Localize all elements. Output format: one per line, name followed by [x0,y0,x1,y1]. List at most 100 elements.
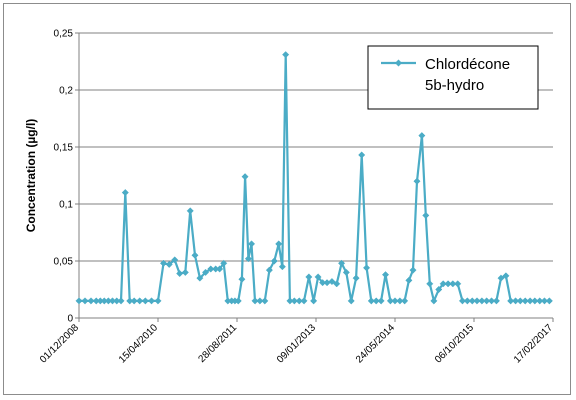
data-point [314,273,322,281]
y-tick-label: 0,25 [54,29,74,40]
data-point [540,297,549,305]
data-point [130,297,138,305]
data-point [377,297,385,305]
data-point [391,297,399,305]
data-point [478,297,486,305]
data-point [512,297,520,305]
data-point [516,297,524,305]
data-point [444,280,452,288]
data-point [463,297,471,305]
y-tick-labels: 0 0,05 0,1 0,15 0,2 0,25 [54,29,74,325]
data-point [328,277,336,286]
data-point [502,272,510,280]
data-point [449,280,457,288]
data-point [483,297,491,305]
data-point [261,297,269,305]
legend-label-line2: 5b-hydro [425,77,484,94]
data-point [435,285,443,294]
data-point [413,177,421,185]
data-point [256,297,264,305]
data-point [295,297,303,305]
x-tick-label: 24/05/2014 [354,322,397,365]
data-point [216,265,224,273]
data-point [282,51,290,59]
data-point [401,297,409,305]
x-tick-label: 17/02/2017 [512,322,555,365]
data-point [409,266,417,274]
data-point [454,280,462,288]
data-point [405,276,413,284]
data-point [323,279,331,287]
data-point [473,297,481,305]
data-point [278,263,286,271]
x-tick-labels: 01/12/2008 15/04/2010 28/08/2011 09/01/2013… [38,322,555,365]
data-point [531,297,539,305]
legend: Chlordécone 5b-hydro [367,45,539,110]
data-point [497,274,505,282]
data-point [426,280,434,288]
data-point [536,297,544,305]
x-tick-label: 06/10/2015 [433,322,476,365]
data-point [81,297,89,305]
y-tick-label: 0,2 [59,86,73,97]
data-point [300,297,308,305]
data-point [270,257,278,265]
y-tick-label: 0,05 [54,257,74,268]
data-point [347,297,355,305]
data-point [305,273,313,281]
data-point [363,264,371,272]
data-point [367,297,375,305]
data-point [238,275,246,283]
data-point [121,189,129,197]
data-point [196,274,204,282]
data-point [191,251,199,259]
legend-marker [395,59,402,67]
data-point [418,132,426,140]
data-point [265,266,273,274]
data-point [186,207,194,215]
x-tick-label: 15/04/2010 [117,322,160,365]
data-point [468,297,476,305]
data-point [207,265,215,273]
data-point [159,259,168,267]
data-point [372,297,380,305]
y-tick-label: 0 [67,314,73,325]
data-point [220,259,228,267]
data-point [247,240,256,248]
series-chlordecone [75,51,553,305]
data-point [526,297,534,305]
data-point [275,240,283,248]
data-point [171,256,179,264]
x-tick-label: 28/08/2011 [196,322,239,365]
data-point [507,297,515,305]
data-point [310,297,318,305]
data-point [176,269,184,278]
data-point [181,268,189,276]
data-point [545,297,553,305]
data-point [244,255,252,263]
y-tick-label: 0,15 [54,143,74,154]
data-point [87,297,95,305]
data-point [117,297,125,305]
data-point [75,297,83,305]
gridlines [79,32,553,262]
data-point [136,297,144,305]
data-point [381,271,390,279]
data-point [342,268,350,276]
data-point [147,297,156,305]
data-point [241,173,249,181]
data-point [492,297,500,305]
data-point [290,297,298,305]
data-point [234,297,242,305]
data-point [165,260,173,268]
data-point [439,280,447,288]
legend-box [367,45,539,110]
data-point [422,211,430,219]
legend-label: Chlordécone [425,56,510,73]
data-point [521,297,529,305]
x-tick-label: 09/01/2013 [275,322,318,365]
axes [75,32,554,322]
data-point [202,268,210,276]
data-point [396,297,404,305]
